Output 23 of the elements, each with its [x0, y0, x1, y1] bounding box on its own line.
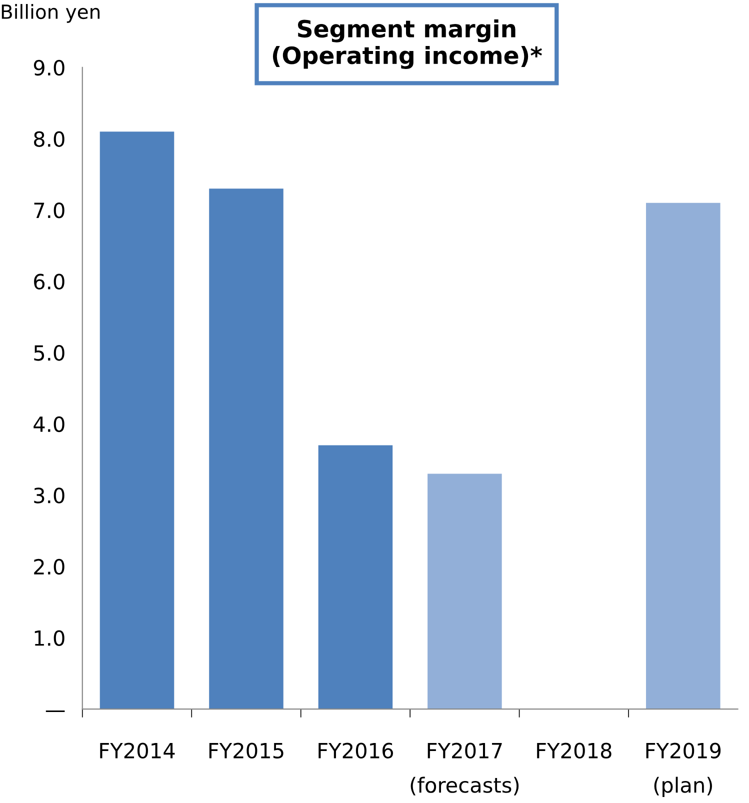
y-tick-label: 8.0 [34, 131, 64, 147]
x-tick-label: FY2016 [318, 742, 394, 759]
y-tick-label: 7.0 [34, 202, 64, 218]
y-tick-label: 5.0 [34, 345, 64, 361]
y-tick-label: — [46, 710, 65, 712]
y-tick-label: 9.0 [34, 60, 64, 76]
bar [428, 474, 502, 710]
x-tick-label: FY2015 [209, 742, 284, 759]
x-tick-label: FY2019 (plan) [646, 742, 721, 797]
y-tick-label: 3.0 [34, 488, 64, 504]
y-tick-label: 1.0 [34, 630, 64, 646]
chart-title: Segment margin (Operating income)* [272, 19, 542, 69]
bar [318, 445, 393, 710]
bar [646, 202, 720, 710]
bar [209, 188, 284, 710]
x-tick-label: FY2014 [100, 742, 175, 759]
y-tick-label: 4.0 [34, 416, 64, 432]
x-tick-label: FY2017 (forecasts) [410, 742, 519, 796]
y-axis-title: Billion yen [2, 4, 100, 23]
x-tick-label: FY2018 [537, 742, 612, 759]
y-tick-label: 6.0 [34, 274, 64, 290]
y-tick-label: 2.0 [34, 558, 64, 575]
bar [100, 132, 174, 710]
